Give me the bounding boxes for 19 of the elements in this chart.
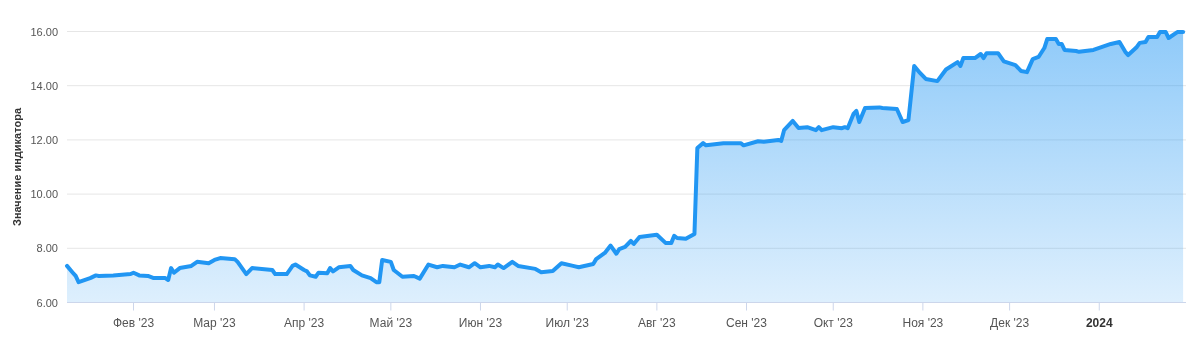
x-tick-label: Авг '23 xyxy=(637,315,677,330)
y-tick-label: 8.00 xyxy=(36,242,58,255)
x-tick-label: Апр '23 xyxy=(284,315,325,330)
x-tick-label: Мар '23 xyxy=(193,315,237,330)
x-tick-label: Дек '23 xyxy=(990,315,1030,330)
y-tick-label: 16.00 xyxy=(30,25,58,38)
x-tick-label: Июл '23 xyxy=(545,315,590,330)
x-tick-label: Май '23 xyxy=(369,315,413,330)
x-tick-label: Ноя '23 xyxy=(902,315,944,330)
x-tick-label: Июн '23 xyxy=(458,315,503,330)
x-tick-label: 2024 xyxy=(1085,315,1113,330)
x-tick-label: Сен '23 xyxy=(726,315,768,330)
y-tick-label: 10.00 xyxy=(30,188,58,201)
x-tick-label: Фев '23 xyxy=(112,315,155,330)
y-tick-label: 6.00 xyxy=(36,296,58,309)
y-tick-label: 14.00 xyxy=(30,79,58,92)
x-tick-label: Окт '23 xyxy=(813,315,854,330)
y-axis-title: Значение индикатора xyxy=(11,107,23,227)
y-tick-label: 12.00 xyxy=(30,133,58,146)
